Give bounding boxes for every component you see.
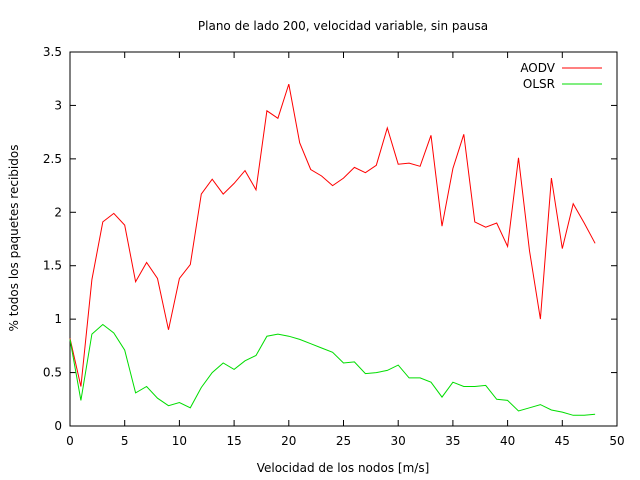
chart-title: Plano de lado 200, velocidad variable, s…: [198, 19, 488, 33]
axes: 0 5 10 15 20 25 30 35 40 45 50 0 0.5 1 1.5 2 2.5 3 3.5: [43, 45, 625, 448]
series-line-aodv: [69, 83, 596, 387]
x-tick-label: 0: [66, 434, 74, 448]
y-tick-label: 3: [54, 98, 62, 112]
x-tick-label: 30: [391, 434, 406, 448]
plot-frame: [69, 51, 618, 427]
y-tick-label: 0: [54, 419, 62, 433]
y-tick-label: 0.5: [43, 366, 62, 380]
legend-label-olsr: OLSR: [523, 77, 555, 91]
x-tick-label: 35: [445, 434, 460, 448]
legend: AODV OLSR: [520, 61, 602, 91]
y-tick-label: 3.5: [43, 45, 62, 59]
x-tick-label: 15: [226, 434, 241, 448]
x-tick-label: 10: [172, 434, 187, 448]
x-tick-label: 45: [555, 434, 570, 448]
series-group: [69, 83, 596, 416]
y-tick-label: 2: [54, 205, 62, 219]
series-line-olsr: [69, 323, 596, 416]
x-tick-label: 20: [281, 434, 296, 448]
legend-label-aodv: AODV: [520, 61, 555, 75]
x-tick-label: 25: [336, 434, 351, 448]
x-tick-label: 50: [609, 434, 624, 448]
y-tick-label: 2.5: [43, 152, 62, 166]
y-axis-label: % todos los paquetes recibidos: [7, 145, 21, 332]
y-tick-label: 1.5: [43, 259, 62, 273]
x-axis-label: Velocidad de los nodos [m/s]: [257, 461, 430, 475]
x-tick-label: 5: [121, 434, 129, 448]
x-tick-label: 40: [500, 434, 515, 448]
y-tick-label: 1: [54, 312, 62, 326]
